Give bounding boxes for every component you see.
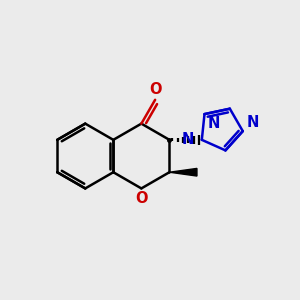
Text: O: O <box>135 191 148 206</box>
Text: N: N <box>182 132 194 147</box>
Text: N: N <box>208 116 220 130</box>
Text: O: O <box>149 82 161 98</box>
Polygon shape <box>169 168 197 176</box>
Text: N: N <box>246 115 259 130</box>
